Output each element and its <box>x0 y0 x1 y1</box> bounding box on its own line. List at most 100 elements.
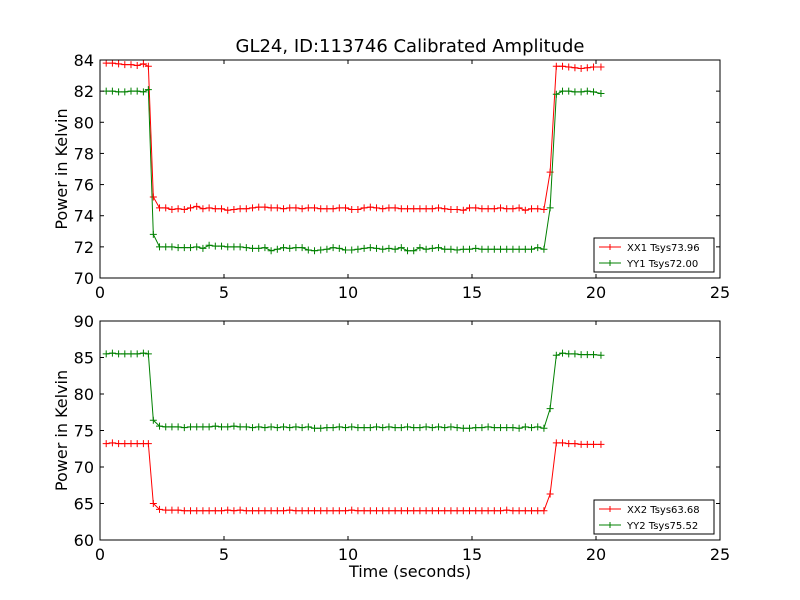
y-tick-label: 85 <box>74 349 94 368</box>
x-axis-label: Time (seconds) <box>348 562 471 581</box>
data-point <box>205 241 213 249</box>
chart-title: GL24, ID:113746 Calibrated Amplitude <box>236 36 585 57</box>
data-point <box>242 244 250 252</box>
data-point <box>528 507 536 515</box>
data-point <box>149 193 157 201</box>
data-point <box>249 424 257 432</box>
legend: XX1 Tsys73.96 YY1 Tsys72.00 <box>593 237 715 273</box>
data-point <box>552 351 560 359</box>
data-point <box>559 349 567 357</box>
data-point <box>546 204 554 212</box>
data-point <box>466 507 474 515</box>
x-tick-label: 25 <box>710 545 730 564</box>
data-point <box>335 244 343 252</box>
data-point <box>428 424 436 432</box>
data-point <box>552 90 560 98</box>
data-point <box>521 507 529 515</box>
data-point <box>404 423 412 431</box>
data-point <box>139 349 147 357</box>
data-point <box>292 507 300 515</box>
x-tick-label: 10 <box>338 283 358 302</box>
x-tick-label: 15 <box>462 545 482 564</box>
data-point <box>441 507 449 515</box>
data-point <box>249 507 257 515</box>
data-point <box>323 205 331 213</box>
data-point <box>242 507 250 515</box>
data-point <box>428 244 436 252</box>
data-point <box>174 244 182 252</box>
data-point <box>397 507 405 515</box>
data-point <box>121 350 129 358</box>
legend-label: XX2 Tsys63.68 <box>627 505 700 516</box>
data-point <box>205 423 213 431</box>
data-point <box>286 244 294 252</box>
data-point <box>565 350 573 358</box>
data-point <box>435 507 443 515</box>
data-point <box>329 205 337 213</box>
data-point <box>441 205 449 213</box>
data-point <box>360 507 368 515</box>
data-point <box>267 423 275 431</box>
data-point <box>127 440 135 448</box>
data-point <box>236 423 244 431</box>
data-point <box>133 350 141 358</box>
data-point <box>397 424 405 432</box>
data-point <box>261 244 269 252</box>
data-point <box>292 423 300 431</box>
data-point <box>391 507 399 515</box>
data-point <box>149 500 157 507</box>
data-point <box>108 349 116 357</box>
data-point <box>466 424 474 432</box>
data-point <box>273 507 281 515</box>
data-point <box>379 205 387 213</box>
data-point <box>435 204 443 212</box>
data-point <box>168 205 176 213</box>
y-tick-label: 78 <box>74 144 94 163</box>
data-point <box>304 246 312 254</box>
data-point <box>447 205 455 213</box>
legend-marker <box>607 244 613 250</box>
data-point <box>490 205 498 213</box>
series-1-1 <box>102 59 605 214</box>
data-point <box>571 64 579 72</box>
legend-box <box>593 237 715 273</box>
data-point <box>115 350 123 358</box>
data-point <box>478 424 486 432</box>
data-point <box>459 424 467 432</box>
series-2-2 <box>102 349 605 432</box>
data-point <box>205 204 213 212</box>
data-point <box>144 440 152 448</box>
data-point <box>218 423 226 431</box>
data-point <box>187 244 195 252</box>
data-point <box>323 245 331 253</box>
data-point <box>199 205 207 213</box>
data-point <box>478 507 486 515</box>
data-point <box>162 243 170 251</box>
data-point <box>497 507 505 515</box>
data-point <box>224 423 232 431</box>
data-point <box>267 247 275 255</box>
data-point <box>348 506 356 514</box>
data-point <box>385 507 393 515</box>
data-point <box>422 507 430 515</box>
data-point <box>102 59 110 67</box>
data-point <box>497 204 505 212</box>
data-point <box>156 505 164 513</box>
data-point <box>329 424 337 432</box>
data-point <box>373 204 381 212</box>
data-point <box>540 507 548 515</box>
data-point <box>441 424 449 432</box>
data-point <box>590 63 598 71</box>
data-point <box>121 61 129 69</box>
data-point <box>590 440 598 448</box>
data-point <box>199 507 207 515</box>
y-tick-label: 60 <box>74 531 94 550</box>
x-tick-label: 0 <box>95 545 105 564</box>
data-point <box>242 423 250 431</box>
data-point <box>571 350 579 358</box>
data-point <box>497 245 505 253</box>
data-point <box>447 507 455 515</box>
data-point <box>174 506 182 514</box>
data-point <box>102 350 110 358</box>
